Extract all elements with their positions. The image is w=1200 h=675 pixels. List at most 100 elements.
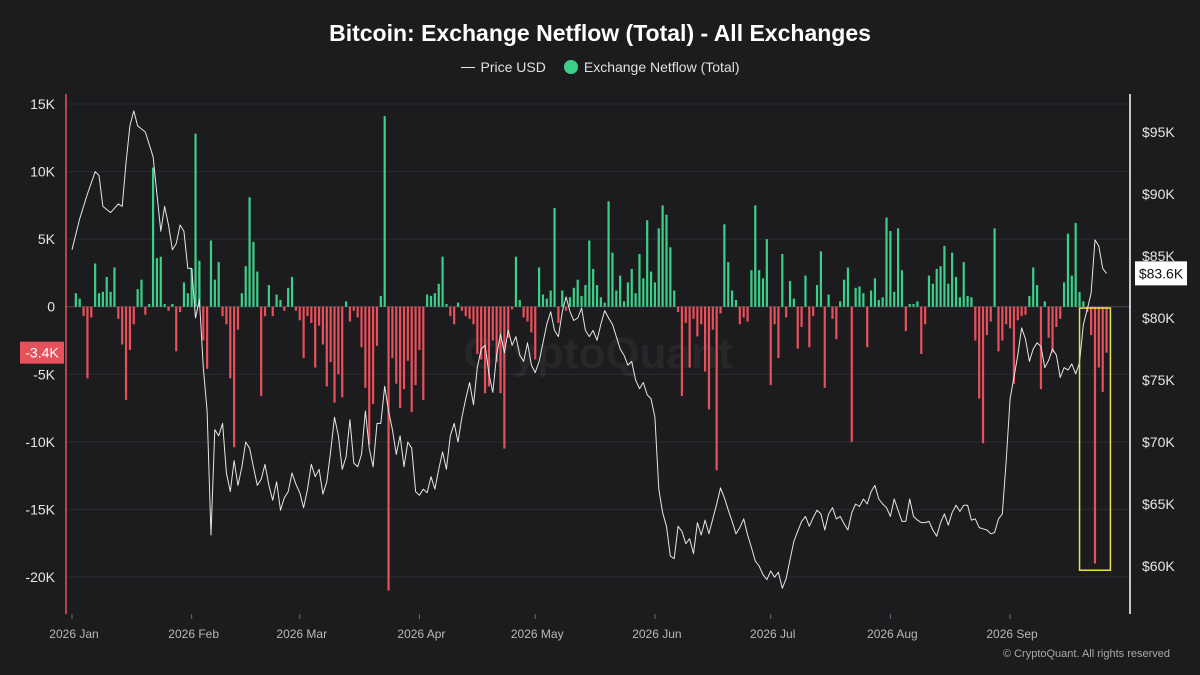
netflow-bar — [993, 228, 996, 307]
x-tick-label: 2026 Jun — [632, 627, 681, 641]
netflow-bar — [86, 306, 89, 379]
netflow-bar — [406, 306, 409, 361]
netflow-bar — [981, 306, 985, 444]
netflow-bar — [352, 306, 355, 311]
netflow-bar — [491, 306, 494, 341]
netflow-bar — [958, 297, 961, 307]
current-price-label: $83.6K — [1139, 265, 1184, 281]
legend-item-price[interactable]: Price USD — [460, 59, 546, 75]
netflow-bar — [723, 224, 726, 307]
x-tick-label: 2026 Jul — [750, 627, 795, 641]
netflow-bar — [700, 306, 703, 325]
right-tick-label: $90K — [1142, 186, 1175, 202]
netflow-bar — [966, 295, 969, 307]
netflow-bar — [738, 306, 741, 325]
netflow-bar — [317, 306, 321, 326]
netflow-bar — [951, 252, 954, 307]
netflow-bar — [480, 306, 483, 360]
netflow-bar — [1066, 233, 1070, 307]
netflow-bar — [626, 282, 629, 307]
netflow-bar — [410, 306, 413, 413]
netflow-bar — [128, 306, 132, 350]
left-tick-label: -20K — [25, 569, 55, 585]
netflow-bar — [804, 275, 807, 307]
netflow-bar — [167, 306, 170, 311]
netflow-bar — [476, 306, 479, 355]
netflow-bar — [893, 291, 896, 307]
netflow-bar — [422, 306, 425, 400]
netflow-bar — [464, 306, 467, 317]
netflow-bar — [619, 275, 622, 307]
legend-item-netflow[interactable]: Exchange Netflow (Total) — [563, 59, 740, 75]
netflow-bar — [746, 306, 749, 322]
netflow-bar — [229, 306, 232, 379]
netflow-bar — [897, 228, 900, 307]
netflow-bar — [819, 251, 822, 307]
netflow-bar — [866, 306, 869, 348]
netflow-bar — [383, 116, 386, 307]
netflow-bar — [715, 306, 718, 471]
netflow-bar — [889, 231, 892, 307]
netflow-bar — [1032, 267, 1035, 307]
netflow-bar — [78, 298, 81, 307]
netflow-bar — [1059, 306, 1062, 319]
netflow-bar — [719, 306, 722, 314]
current-price-badge — [1135, 261, 1187, 286]
netflow-bar — [839, 301, 842, 307]
netflow-bar — [858, 286, 861, 307]
netflow-bar — [742, 306, 745, 318]
netflow-bar — [792, 298, 795, 307]
netflow-bar — [1051, 306, 1054, 353]
netflow-bar — [178, 306, 182, 313]
netflow-bar — [333, 306, 336, 403]
right-tick-label: $65K — [1142, 496, 1175, 512]
netflow-bar — [221, 306, 224, 317]
netflow-bar — [854, 287, 857, 307]
netflow-bar — [703, 306, 707, 372]
netflow-bar — [329, 306, 332, 363]
netflow-bar — [565, 306, 568, 311]
netflow-bar — [194, 133, 197, 307]
netflow-bar — [526, 306, 529, 322]
netflow-bar — [387, 306, 390, 591]
x-tick-label: 2026 Feb — [168, 627, 219, 641]
netflow-bar — [518, 299, 521, 307]
netflow-bar — [507, 306, 510, 338]
netflow-bar — [765, 239, 768, 307]
netflow-bar — [920, 306, 923, 355]
netflow-bar — [1035, 285, 1039, 307]
netflow-bar — [580, 295, 583, 307]
netflow-bar — [904, 306, 907, 332]
netflow-bar — [124, 306, 128, 400]
netflow-bar — [754, 205, 757, 307]
netflow-bar — [271, 306, 274, 317]
netflow-bar — [217, 262, 220, 307]
left-tick-label: 15K — [30, 96, 56, 112]
netflow-bar — [82, 306, 85, 317]
netflow-bar — [846, 267, 850, 307]
netflow-bar — [314, 306, 317, 368]
netflow-bar — [144, 306, 147, 315]
netflow-bar — [665, 214, 668, 307]
netflow-bar — [1001, 306, 1004, 341]
netflow-bar — [800, 306, 803, 327]
netflow-bar — [781, 254, 784, 307]
netflow-bar — [553, 208, 556, 307]
netflow-bar — [240, 293, 243, 307]
left-tick-label: -5K — [33, 366, 55, 382]
netflow-bar — [657, 228, 660, 307]
netflow-bar — [163, 304, 166, 307]
netflow-bar — [263, 306, 267, 317]
netflow-bar — [653, 282, 657, 307]
netflow-bar — [588, 240, 591, 307]
netflow-bar — [487, 306, 491, 387]
left-tick-label: 10K — [30, 164, 56, 180]
netflow-bar — [136, 289, 139, 307]
netflow-bar — [750, 270, 753, 307]
netflow-bar — [514, 256, 518, 307]
netflow-bar — [931, 283, 934, 307]
x-tick-label: 2026 Mar — [276, 627, 327, 641]
netflow-bar — [90, 306, 93, 318]
netflow-bar — [132, 306, 135, 325]
